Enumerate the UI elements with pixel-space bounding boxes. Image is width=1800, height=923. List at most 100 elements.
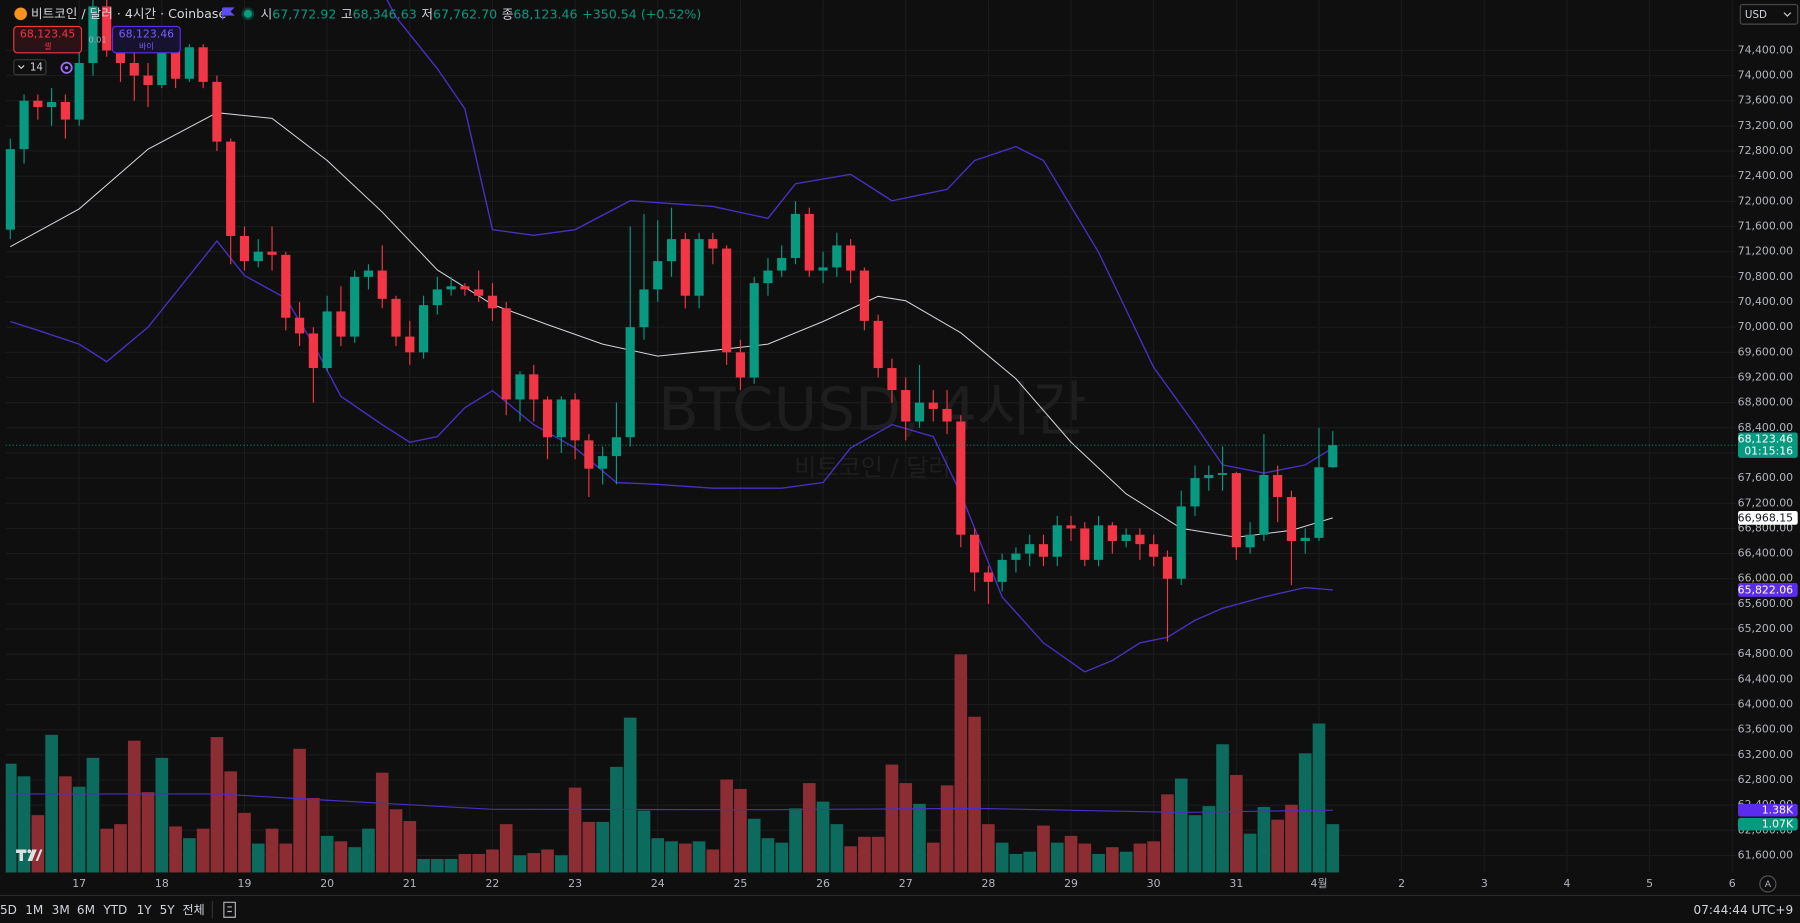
volume-tag (1738, 817, 1798, 831)
x-tick-label: 29 (1064, 877, 1078, 890)
countdown: 01:15:16 (1744, 445, 1793, 458)
candle-body (1328, 445, 1338, 468)
y-tick-label: 74,000.00 (1738, 69, 1793, 82)
logo (16, 849, 43, 861)
range-button[interactable]: 6M (77, 903, 95, 917)
volume-bar (1037, 825, 1050, 873)
volume-bar (1326, 824, 1340, 873)
candle-body (653, 261, 663, 290)
volume-bar (885, 764, 899, 873)
range-button[interactable]: 1Y (137, 903, 153, 917)
volume-bar (293, 748, 306, 873)
volume-bar (458, 853, 472, 873)
x-tick-label: 4월 (1311, 877, 1328, 890)
currency-box[interactable] (1739, 4, 1799, 25)
volume-bar (568, 787, 582, 873)
candle-body (818, 267, 828, 271)
volume-bar (513, 855, 527, 873)
volume-bar (1009, 853, 1023, 873)
volume-bar (86, 757, 100, 873)
volume-bar (127, 740, 141, 873)
volume-bar (183, 838, 196, 873)
y-tick-label: 67,600.00 (1738, 471, 1793, 484)
range-button[interactable]: 1M (25, 903, 43, 917)
auto-button[interactable]: A (1759, 875, 1777, 893)
x-tick-label: 22 (486, 877, 500, 890)
volume-bar (692, 841, 706, 873)
candle-body (956, 421, 966, 535)
range-button[interactable]: 3M (52, 903, 70, 917)
candle-body (790, 213, 801, 258)
volume-bar (362, 828, 375, 873)
buy-button[interactable]: 68,123.46 바이 (111, 25, 181, 54)
candle-body (763, 270, 773, 284)
candle-body (804, 213, 814, 271)
last-price-label: 68,123.46 (1738, 432, 1793, 445)
auto-label[interactable]: A (1765, 879, 1772, 890)
range-button[interactable]: YTD (102, 903, 127, 917)
candle-body (19, 100, 29, 150)
volume-bar (1050, 842, 1064, 873)
volume-bar (238, 812, 251, 873)
volume-bar (1106, 847, 1119, 873)
candle-body (1135, 534, 1145, 545)
candle-body (281, 254, 291, 318)
candle-body (1093, 525, 1104, 560)
ohlc-key: 고 (341, 6, 353, 21)
volume-bar (169, 826, 182, 873)
volume-bar (1023, 851, 1037, 873)
ohlc-value: 68,123.46 (513, 6, 577, 21)
candle-body (1025, 544, 1035, 554)
volume-bar (830, 824, 844, 873)
buy-box[interactable] (111, 25, 181, 54)
flag-icon (222, 7, 235, 20)
range-button[interactable]: 5Y (160, 903, 176, 917)
buy-price[interactable]: 68,123.46 (119, 27, 174, 40)
basis-tag (1738, 510, 1798, 525)
volume-bar (444, 858, 458, 873)
y-tick-label: 73,200.00 (1738, 119, 1793, 132)
candle-body (639, 289, 649, 328)
y-tick-label: 65,600.00 (1738, 597, 1793, 610)
compare-icon[interactable] (223, 901, 236, 918)
candle-body (1121, 534, 1131, 542)
sell-box[interactable] (13, 25, 83, 54)
y-tick-label: 68,800.00 (1738, 396, 1793, 409)
sell-price[interactable]: 68,123.45 (20, 27, 75, 40)
x-tick-label: 26 (816, 877, 830, 890)
x-tick-label: 6 (1729, 877, 1736, 890)
auto-circle[interactable] (1759, 875, 1777, 893)
currency[interactable]: USD (1745, 9, 1767, 21)
band-tag-label: 65,822.06 (1738, 584, 1793, 597)
volume-bar (899, 783, 913, 873)
x-tick-label: 23 (568, 877, 582, 890)
volume-bar (486, 849, 499, 873)
range-button[interactable]: 5D (0, 903, 17, 917)
last-price-tag (1738, 432, 1798, 458)
volume-bar (72, 786, 86, 873)
buy-label[interactable]: 바이 (139, 41, 154, 51)
candle-body (1259, 474, 1269, 535)
candle-body (60, 101, 70, 120)
toolbar: 5D 1M 3M 6M YTD 1Y 5Y 전체 (0, 903, 205, 917)
volume-bar (706, 849, 720, 873)
sell-label[interactable]: 셀 (44, 41, 51, 51)
candle-body (239, 235, 250, 262)
volume-bar (913, 803, 926, 873)
candle-body (598, 456, 608, 469)
x-tick-label: 4 (1563, 877, 1570, 890)
candle-body (970, 534, 980, 573)
candle-body (914, 402, 925, 422)
candle-body (777, 257, 787, 271)
candle-body (611, 437, 622, 457)
currency-button[interactable]: USD (1739, 4, 1799, 25)
indicator-box[interactable] (13, 59, 47, 76)
indicator-toggle[interactable]: 14 (13, 59, 47, 76)
range-button[interactable]: 전체 (183, 903, 205, 917)
sell-button[interactable]: 68,123.45 셀 (13, 25, 83, 54)
candle-body (1066, 525, 1076, 529)
indicator-count[interactable]: 14 (30, 62, 43, 74)
candle-body (501, 308, 511, 400)
volume-bar (210, 737, 224, 873)
volume-bar (940, 785, 954, 873)
